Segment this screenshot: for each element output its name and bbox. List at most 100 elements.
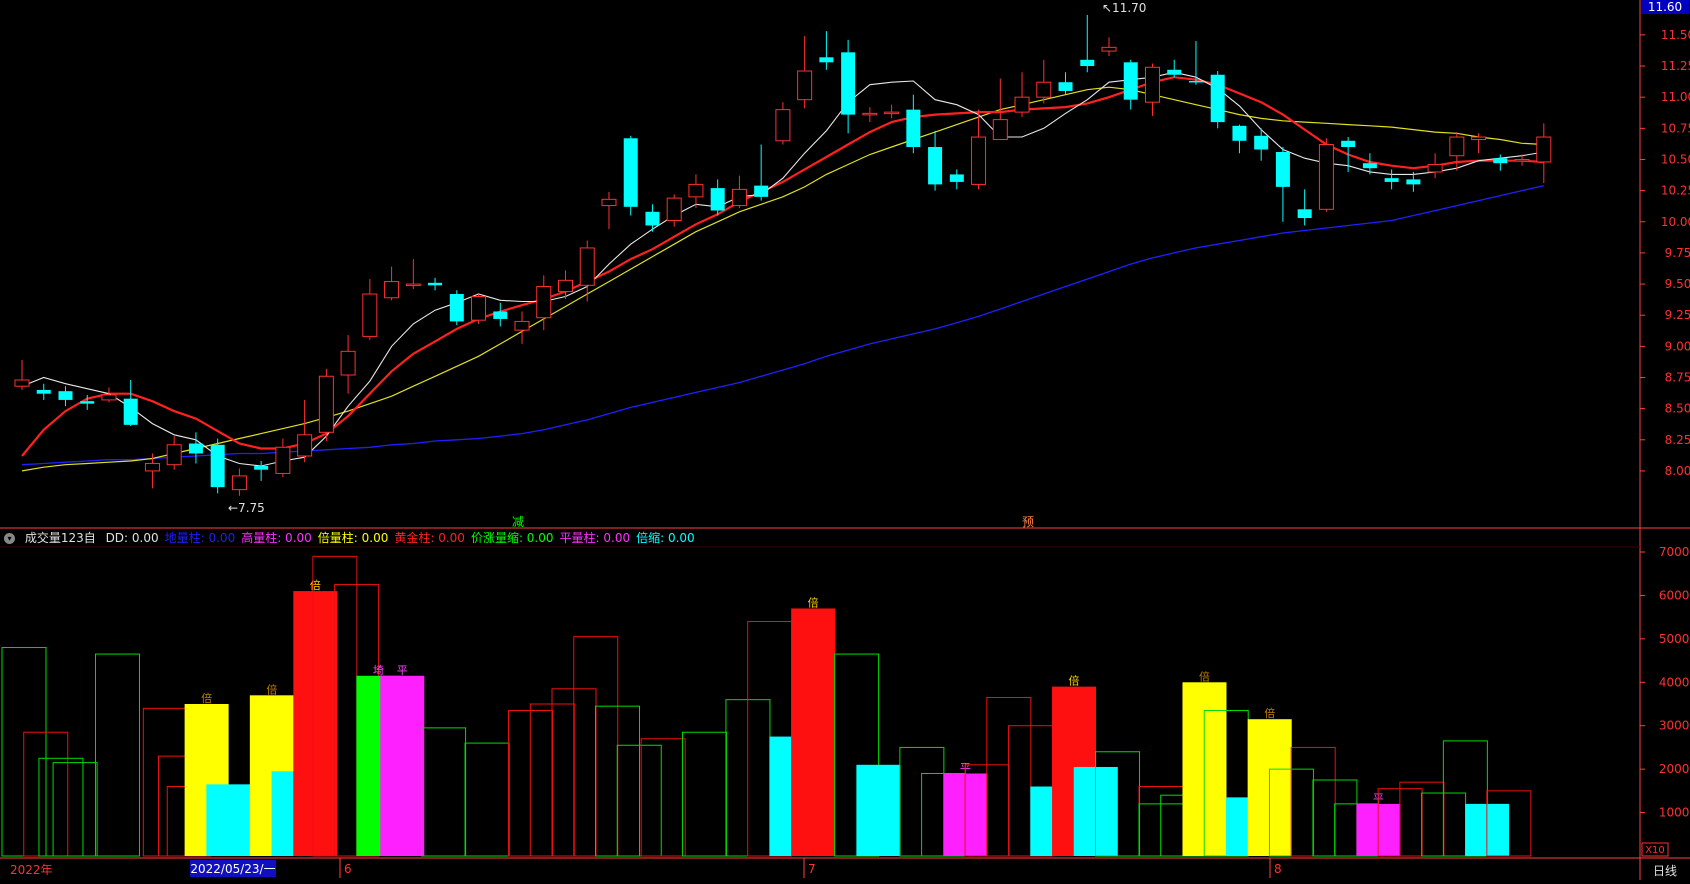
candlestick[interactable] (210, 438, 225, 494)
candlestick[interactable] (254, 460, 269, 481)
volume-bar[interactable] (681, 731, 727, 857)
volume-bar[interactable] (206, 784, 251, 856)
candlestick[interactable] (1232, 124, 1247, 154)
volume-bar[interactable] (52, 762, 98, 857)
volume-bar[interactable] (856, 764, 901, 856)
volume-bar[interactable] (421, 727, 467, 857)
candlestick[interactable] (1188, 41, 1203, 85)
volume-bar[interactable]: 倍 (293, 578, 338, 856)
candlestick[interactable] (449, 290, 464, 326)
candlestick[interactable] (884, 104, 900, 119)
candlestick[interactable] (340, 335, 356, 394)
candlestick[interactable] (971, 109, 987, 190)
volume-bar[interactable] (94, 653, 140, 857)
candlestick[interactable] (1406, 171, 1421, 192)
indicator-name[interactable]: 成交量123自 (24, 531, 96, 545)
volume-bar[interactable] (616, 744, 662, 857)
candlestick[interactable] (362, 279, 378, 341)
candlestick[interactable] (862, 107, 878, 123)
ma60-line (21, 184, 1544, 466)
candlestick[interactable] (231, 468, 247, 496)
candlestick[interactable] (297, 399, 313, 463)
candlestick[interactable] (731, 175, 747, 209)
candlestick[interactable] (754, 144, 769, 201)
volume-bar[interactable] (1486, 790, 1532, 857)
volume-bar[interactable] (464, 742, 510, 857)
candlestick[interactable] (1384, 169, 1399, 190)
candlestick[interactable] (188, 432, 203, 464)
candlestick[interactable] (1101, 37, 1117, 57)
candlestick[interactable] (123, 379, 138, 427)
candlestick[interactable] (645, 204, 660, 232)
candlestick[interactable] (906, 94, 921, 154)
candlestick[interactable] (1318, 138, 1334, 212)
candlestick[interactable] (471, 294, 487, 324)
candlestick[interactable] (841, 39, 856, 134)
candlestick[interactable] (1080, 14, 1095, 73)
candle-body (123, 398, 138, 425)
candlestick[interactable] (1275, 147, 1290, 222)
candlestick[interactable] (1036, 59, 1052, 104)
candlestick[interactable] (623, 135, 638, 216)
candlestick[interactable] (928, 130, 943, 191)
candlestick[interactable] (819, 31, 834, 70)
candlestick[interactable] (666, 194, 682, 227)
candlestick[interactable] (949, 169, 964, 190)
candlestick[interactable] (1514, 154, 1530, 166)
candlestick[interactable] (558, 270, 573, 300)
candlestick[interactable] (1144, 63, 1160, 116)
candle-body (1167, 69, 1182, 75)
candlestick[interactable] (1297, 189, 1312, 226)
candlestick[interactable] (797, 36, 813, 109)
candlestick[interactable] (1014, 72, 1030, 118)
candle-body (80, 401, 95, 404)
period-label[interactable]: 日线 (1653, 864, 1677, 878)
candlestick[interactable] (1058, 72, 1073, 95)
candlestick[interactable] (1123, 59, 1138, 110)
candlestick[interactable] (101, 387, 117, 403)
candle-body (449, 294, 464, 322)
indicator-value: 倍量柱: 0.00 (317, 531, 389, 545)
candlestick[interactable] (166, 436, 182, 470)
volume-bar[interactable]: 倍 (791, 595, 836, 856)
volume-bar[interactable] (640, 738, 686, 857)
candle-body (166, 444, 182, 466)
volume-bar[interactable] (142, 707, 188, 857)
candlestick[interactable] (144, 453, 160, 489)
candlestick[interactable] (1449, 132, 1465, 171)
candlestick[interactable] (536, 275, 552, 331)
candlestick[interactable] (493, 302, 508, 327)
candlestick[interactable] (688, 174, 704, 209)
candlestick[interactable] (80, 394, 95, 410)
candlestick[interactable] (514, 311, 530, 344)
candlestick[interactable] (1210, 71, 1225, 129)
candlestick[interactable] (1427, 153, 1443, 179)
candlestick[interactable] (775, 102, 791, 145)
candlestick[interactable] (14, 360, 30, 390)
candlestick[interactable] (318, 368, 334, 442)
candlestick[interactable] (275, 438, 291, 478)
candlestick[interactable] (36, 383, 51, 400)
indicator-value: DD: 0.00 (105, 531, 159, 545)
candlestick[interactable] (1362, 153, 1377, 175)
candlestick[interactable] (992, 78, 1008, 141)
candlestick[interactable] (1493, 154, 1508, 171)
candlestick[interactable] (1536, 123, 1552, 184)
collapse-icon[interactable]: ▾ (4, 533, 15, 544)
candlestick[interactable] (58, 386, 73, 407)
candlestick[interactable] (384, 266, 400, 301)
candlestick[interactable] (428, 277, 443, 291)
candle-body (710, 188, 725, 211)
candlestick[interactable] (601, 191, 617, 230)
candlestick[interactable] (1167, 59, 1182, 78)
candlestick[interactable] (1471, 133, 1487, 154)
volume-bar[interactable]: 平 (380, 664, 425, 856)
candlestick[interactable] (1341, 137, 1356, 172)
candlestick[interactable] (710, 179, 725, 216)
candlestick[interactable] (1254, 128, 1269, 161)
candlestick[interactable] (405, 259, 421, 290)
candlestick[interactable] (579, 240, 595, 302)
volume-bar-outline (142, 707, 188, 857)
